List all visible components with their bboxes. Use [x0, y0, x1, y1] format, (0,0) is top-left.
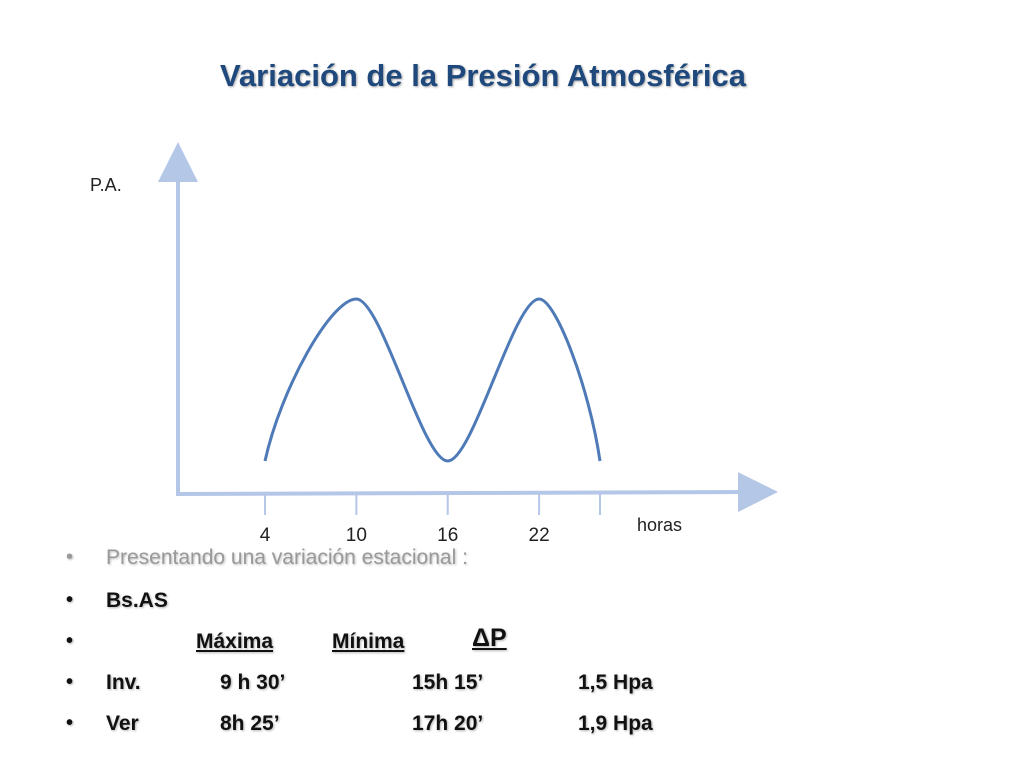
header-max: Máxima	[196, 630, 274, 653]
bullet-dot: •	[66, 712, 74, 734]
bullet-row-inv: • Inv. 9 h 30’ 15h 15’ 1,5 Hpa	[66, 671, 966, 703]
header-delta: ΔP	[472, 624, 507, 652]
x-tick-label: 16	[437, 525, 458, 546]
intro-text: Presentando una variación estacional :	[106, 546, 468, 569]
bullet-dot: •	[66, 546, 74, 568]
bullet-header: • Máxima Mínima ΔP	[66, 624, 966, 662]
bullet-row-ver: • Ver 8h 25’ 17h 20’ 1,9 Hpa	[66, 712, 966, 744]
city-text: Bs.AS	[106, 589, 168, 612]
min-time: 15h 15’	[412, 671, 484, 694]
bullet-dot: •	[66, 630, 74, 652]
pressure-curve	[263, 297, 602, 463]
y-axis-label: P.A.	[90, 175, 122, 195]
delta-value: 1,9 Hpa	[578, 712, 653, 735]
x-ticks: 4 10 16 22	[260, 493, 601, 546]
x-axis-label: horas	[637, 515, 682, 535]
x-tick-label: 10	[346, 525, 367, 546]
header-min: Mínima	[332, 630, 405, 653]
slide-title: Variación de la Presión Atmosférica	[219, 58, 747, 93]
bullet-dot: •	[66, 589, 74, 611]
x-tick-label: 4	[260, 525, 271, 546]
bullet-dot: •	[66, 671, 74, 693]
x-tick-label: 22	[529, 525, 550, 546]
delta-value: 1,5 Hpa	[578, 671, 653, 694]
season-label: Inv.	[106, 671, 141, 694]
bullet-intro: • Presentando una variación estacional :	[66, 546, 966, 578]
min-time: 17h 20’	[412, 712, 484, 735]
season-label: Ver	[106, 712, 139, 735]
max-time: 8h 25’	[220, 712, 280, 735]
pressure-chart: P.A. horas 4 10 16 22	[90, 142, 778, 546]
max-time: 9 h 30’	[220, 671, 286, 694]
x-axis	[175, 472, 778, 513]
bullet-city: • Bs.AS	[66, 589, 966, 621]
